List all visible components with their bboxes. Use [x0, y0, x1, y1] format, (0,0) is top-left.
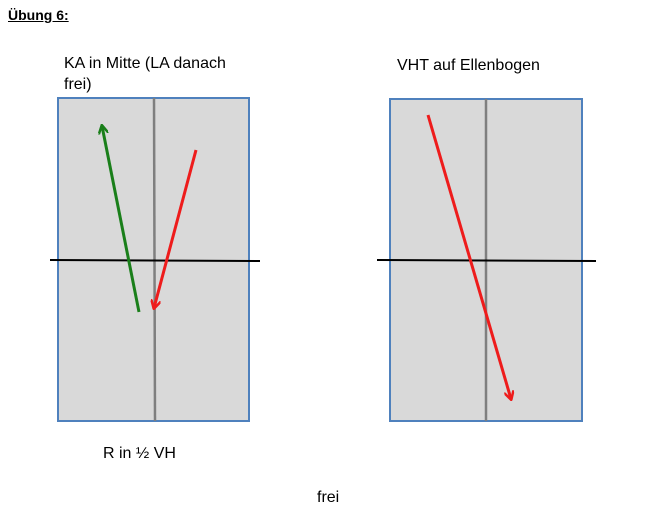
left-halfway-line: [49, 259, 261, 262]
left-caption-line-1: KA in Mitte (LA danach: [64, 55, 226, 72]
left-panel-caption: KA in Mitte (LA danach frei): [64, 53, 264, 95]
right-halfway-line: [376, 259, 597, 262]
left-caption-line-2: frei): [64, 76, 92, 93]
left-panel-bottom-label: R in ½ VH: [103, 445, 176, 462]
exercise-heading: Übung 6:: [8, 7, 69, 23]
right-field: [376, 98, 597, 422]
left-field: [49, 97, 261, 422]
right-red-arrow: [426, 114, 511, 399]
left-green-arrow: [102, 126, 141, 313]
right-panel-caption: VHT auf Ellenbogen: [397, 57, 540, 74]
footer-label: frei: [317, 489, 340, 506]
left-red-arrow: [154, 149, 198, 308]
